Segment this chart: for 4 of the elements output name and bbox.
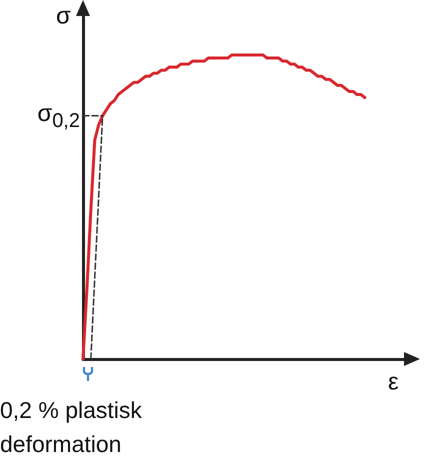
- text: σ$_{0,2}$: [37, 100, 80, 134]
- text: 0,2 % plastisk deformation: [0, 397, 148, 457]
- y-axis-title: σ: [56, 2, 71, 30]
- x-axis-title: ε: [388, 368, 399, 396]
